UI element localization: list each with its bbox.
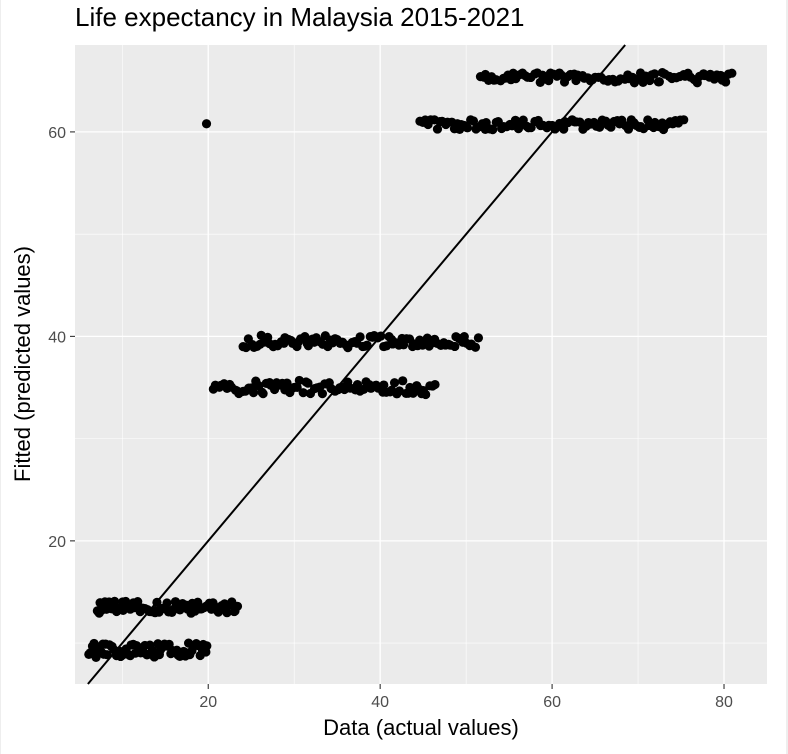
data-point xyxy=(248,388,259,398)
data-point xyxy=(258,389,268,399)
data-point xyxy=(727,68,737,78)
y-axis-title: Fitted (predicted values) xyxy=(10,246,35,482)
data-point xyxy=(544,76,554,86)
y-axis-ticks: 20 40 60 xyxy=(48,125,75,551)
x-tick-label: 40 xyxy=(371,694,389,711)
data-point xyxy=(298,388,308,398)
x-tick-label: 20 xyxy=(199,694,217,711)
data-point xyxy=(102,650,112,660)
x-axis-ticks: 20 40 60 80 xyxy=(199,684,733,711)
data-point xyxy=(133,597,143,607)
plot-panel xyxy=(75,45,767,684)
data-point xyxy=(470,342,481,352)
data-point xyxy=(421,389,431,400)
data-point xyxy=(654,77,664,87)
x-axis-title: Data (actual values) xyxy=(323,715,519,740)
data-point xyxy=(430,379,440,390)
data-point xyxy=(162,598,172,608)
reference-line-layer xyxy=(87,44,626,685)
reference-line xyxy=(87,44,626,685)
data-point xyxy=(355,332,365,342)
data-point xyxy=(398,376,408,386)
data-point xyxy=(432,124,443,134)
x-tick-label: 60 xyxy=(543,694,561,711)
data-point xyxy=(389,378,400,388)
data-point xyxy=(222,608,232,618)
data-point xyxy=(650,69,660,79)
x-tick-label: 80 xyxy=(715,694,733,711)
data-point xyxy=(317,389,327,399)
y-tick-label: 60 xyxy=(48,125,66,142)
data-point xyxy=(292,382,302,393)
data-point xyxy=(232,601,243,611)
data-point xyxy=(721,77,731,87)
outlier-point xyxy=(201,119,212,129)
data-point xyxy=(462,123,472,133)
data-point xyxy=(679,115,689,125)
data-point xyxy=(488,125,498,135)
y-tick-label: 20 xyxy=(48,534,66,551)
data-point xyxy=(559,124,569,134)
data-point xyxy=(202,641,212,651)
data-point xyxy=(303,378,313,388)
data-point xyxy=(300,331,310,342)
data-point xyxy=(623,124,634,134)
chart-title: Life expectancy in Malaysia 2015-2021 xyxy=(75,2,525,32)
data-point xyxy=(450,341,460,352)
data-point xyxy=(362,340,372,350)
data-point xyxy=(379,380,389,390)
data-point xyxy=(473,333,484,343)
data-point xyxy=(109,596,120,607)
data-point xyxy=(594,122,605,132)
data-points xyxy=(84,68,737,662)
y-tick-label: 40 xyxy=(48,329,66,346)
